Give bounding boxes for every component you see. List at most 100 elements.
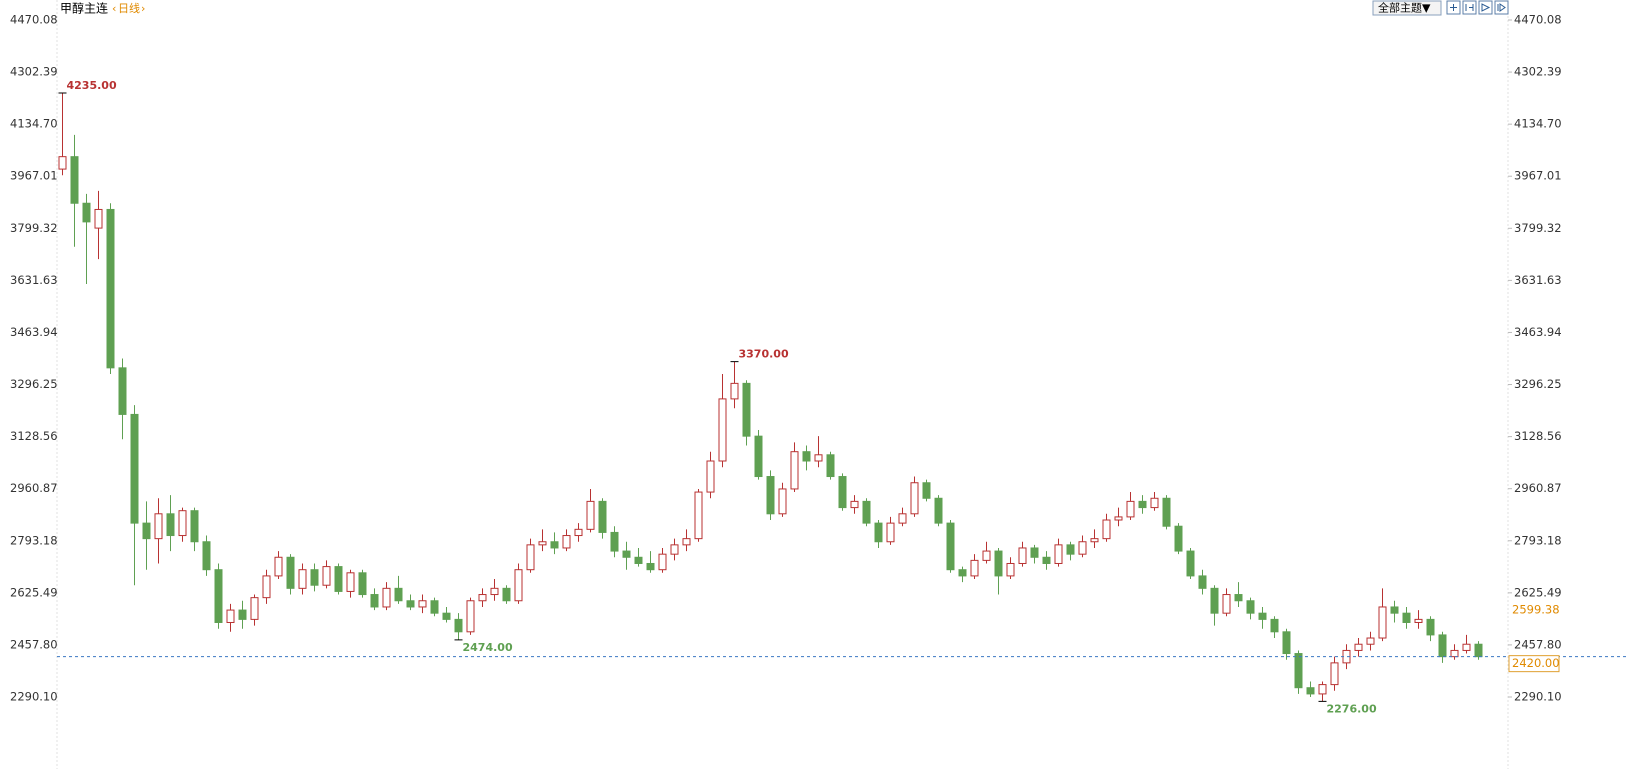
candle-body bbox=[826, 454, 835, 478]
candle-body bbox=[1438, 634, 1447, 658]
y-tick-label: 4302.39 bbox=[10, 65, 58, 79]
candle-body bbox=[754, 435, 763, 478]
candle-body bbox=[910, 482, 919, 515]
candle-body bbox=[58, 156, 67, 170]
candle-body bbox=[706, 460, 715, 493]
candle-body bbox=[166, 513, 175, 537]
candle-body bbox=[118, 367, 127, 415]
y2-tick-label: 3296.25 bbox=[1514, 377, 1562, 391]
y2-tick-label: 2457.80 bbox=[1514, 637, 1562, 651]
theme-button-label[interactable]: 全部主题▼ bbox=[1378, 1, 1431, 15]
candle-body bbox=[994, 550, 1003, 577]
y-tick-label: 2457.80 bbox=[10, 637, 58, 651]
candle-body bbox=[1102, 519, 1111, 540]
y2-tick-label: 4134.70 bbox=[1514, 117, 1562, 131]
candle-body bbox=[358, 572, 367, 596]
marker-value-label: 2599.38 bbox=[1512, 602, 1560, 616]
candle-body bbox=[1330, 662, 1339, 686]
candle-body bbox=[730, 382, 739, 400]
candle-body bbox=[1138, 500, 1147, 509]
candle-body bbox=[1186, 550, 1195, 577]
y-tick-label: 3296.25 bbox=[10, 377, 58, 391]
candle-body bbox=[1222, 594, 1231, 614]
candle-body bbox=[1126, 500, 1135, 518]
candle-body bbox=[1426, 618, 1435, 636]
last-price-box bbox=[1508, 655, 1560, 673]
candle-body bbox=[946, 522, 955, 571]
icon-button[interactable] bbox=[1494, 0, 1509, 15]
candle-body bbox=[790, 451, 799, 490]
candle-body bbox=[142, 522, 151, 540]
candle-body bbox=[298, 569, 307, 589]
y2-tick-label: 2793.18 bbox=[1514, 533, 1562, 547]
candle-body bbox=[190, 510, 199, 543]
candle-body bbox=[1282, 631, 1291, 655]
candle-body bbox=[1246, 600, 1255, 614]
candle-body bbox=[550, 541, 559, 549]
candle-body bbox=[1402, 612, 1411, 623]
candle-body bbox=[1462, 643, 1471, 651]
extreme-label: 3370.00 bbox=[739, 348, 789, 361]
period-arrow-right[interactable]: › bbox=[141, 2, 145, 15]
y-tick-label: 2793.18 bbox=[10, 533, 58, 547]
extreme-label: 2474.00 bbox=[463, 641, 513, 654]
y-tick-label: 3799.32 bbox=[10, 221, 58, 235]
candle-body bbox=[1450, 649, 1459, 658]
candle-body bbox=[898, 513, 907, 524]
candle-body bbox=[310, 569, 319, 586]
candle-body bbox=[1258, 612, 1267, 620]
candle-body bbox=[814, 454, 823, 462]
candle-body bbox=[442, 612, 451, 620]
candle-body bbox=[1054, 544, 1063, 564]
candle-body bbox=[1270, 618, 1279, 633]
y-tick-label: 3463.94 bbox=[10, 325, 58, 339]
candle-body bbox=[82, 202, 91, 223]
candle-body bbox=[1042, 556, 1051, 564]
y-tick-label: 3128.56 bbox=[10, 429, 58, 443]
candle-body bbox=[322, 566, 331, 586]
candle-body bbox=[694, 491, 703, 540]
theme-button[interactable] bbox=[1372, 0, 1442, 16]
y-tick-label: 3967.01 bbox=[10, 169, 58, 183]
candle-body bbox=[214, 569, 223, 623]
candle-body bbox=[1306, 687, 1315, 695]
y-tick-label: 3631.63 bbox=[10, 273, 58, 287]
candle-body bbox=[202, 541, 211, 571]
y2-tick-label: 3128.56 bbox=[1514, 429, 1562, 443]
candle-body bbox=[106, 208, 115, 369]
candle-body bbox=[238, 609, 247, 620]
candle-body bbox=[1030, 547, 1039, 558]
candle-body bbox=[274, 556, 283, 577]
candle-body bbox=[1150, 497, 1159, 509]
y2-tick-label: 3463.94 bbox=[1514, 325, 1562, 339]
candle-body bbox=[370, 594, 379, 608]
period-arrow-left[interactable]: ‹ bbox=[112, 2, 116, 15]
candle-body bbox=[742, 382, 751, 437]
candle-body bbox=[562, 535, 571, 549]
candle-body bbox=[850, 500, 859, 509]
candle-body bbox=[622, 550, 631, 558]
candle-body bbox=[1414, 618, 1423, 623]
last-price-label: 2420.00 bbox=[1512, 656, 1560, 670]
candle-body bbox=[1378, 606, 1387, 639]
candle-body bbox=[394, 587, 403, 602]
candle-body bbox=[1390, 606, 1399, 614]
chart-title: 甲醇主连 bbox=[60, 1, 108, 16]
candle-body bbox=[1366, 637, 1375, 645]
candle-body bbox=[454, 618, 463, 633]
candle-body bbox=[958, 569, 967, 577]
y-tick-label: 2960.87 bbox=[10, 481, 58, 495]
candle-body bbox=[178, 510, 187, 537]
candle-body bbox=[1174, 525, 1183, 552]
period-label[interactable]: 日线 bbox=[118, 1, 140, 15]
candle-body bbox=[1018, 547, 1027, 564]
candle-body bbox=[1234, 594, 1243, 602]
candle-body bbox=[634, 556, 643, 564]
candle-body bbox=[766, 476, 775, 515]
candle-body bbox=[334, 566, 343, 592]
candle-body bbox=[778, 488, 787, 515]
candle-body bbox=[1474, 643, 1483, 658]
